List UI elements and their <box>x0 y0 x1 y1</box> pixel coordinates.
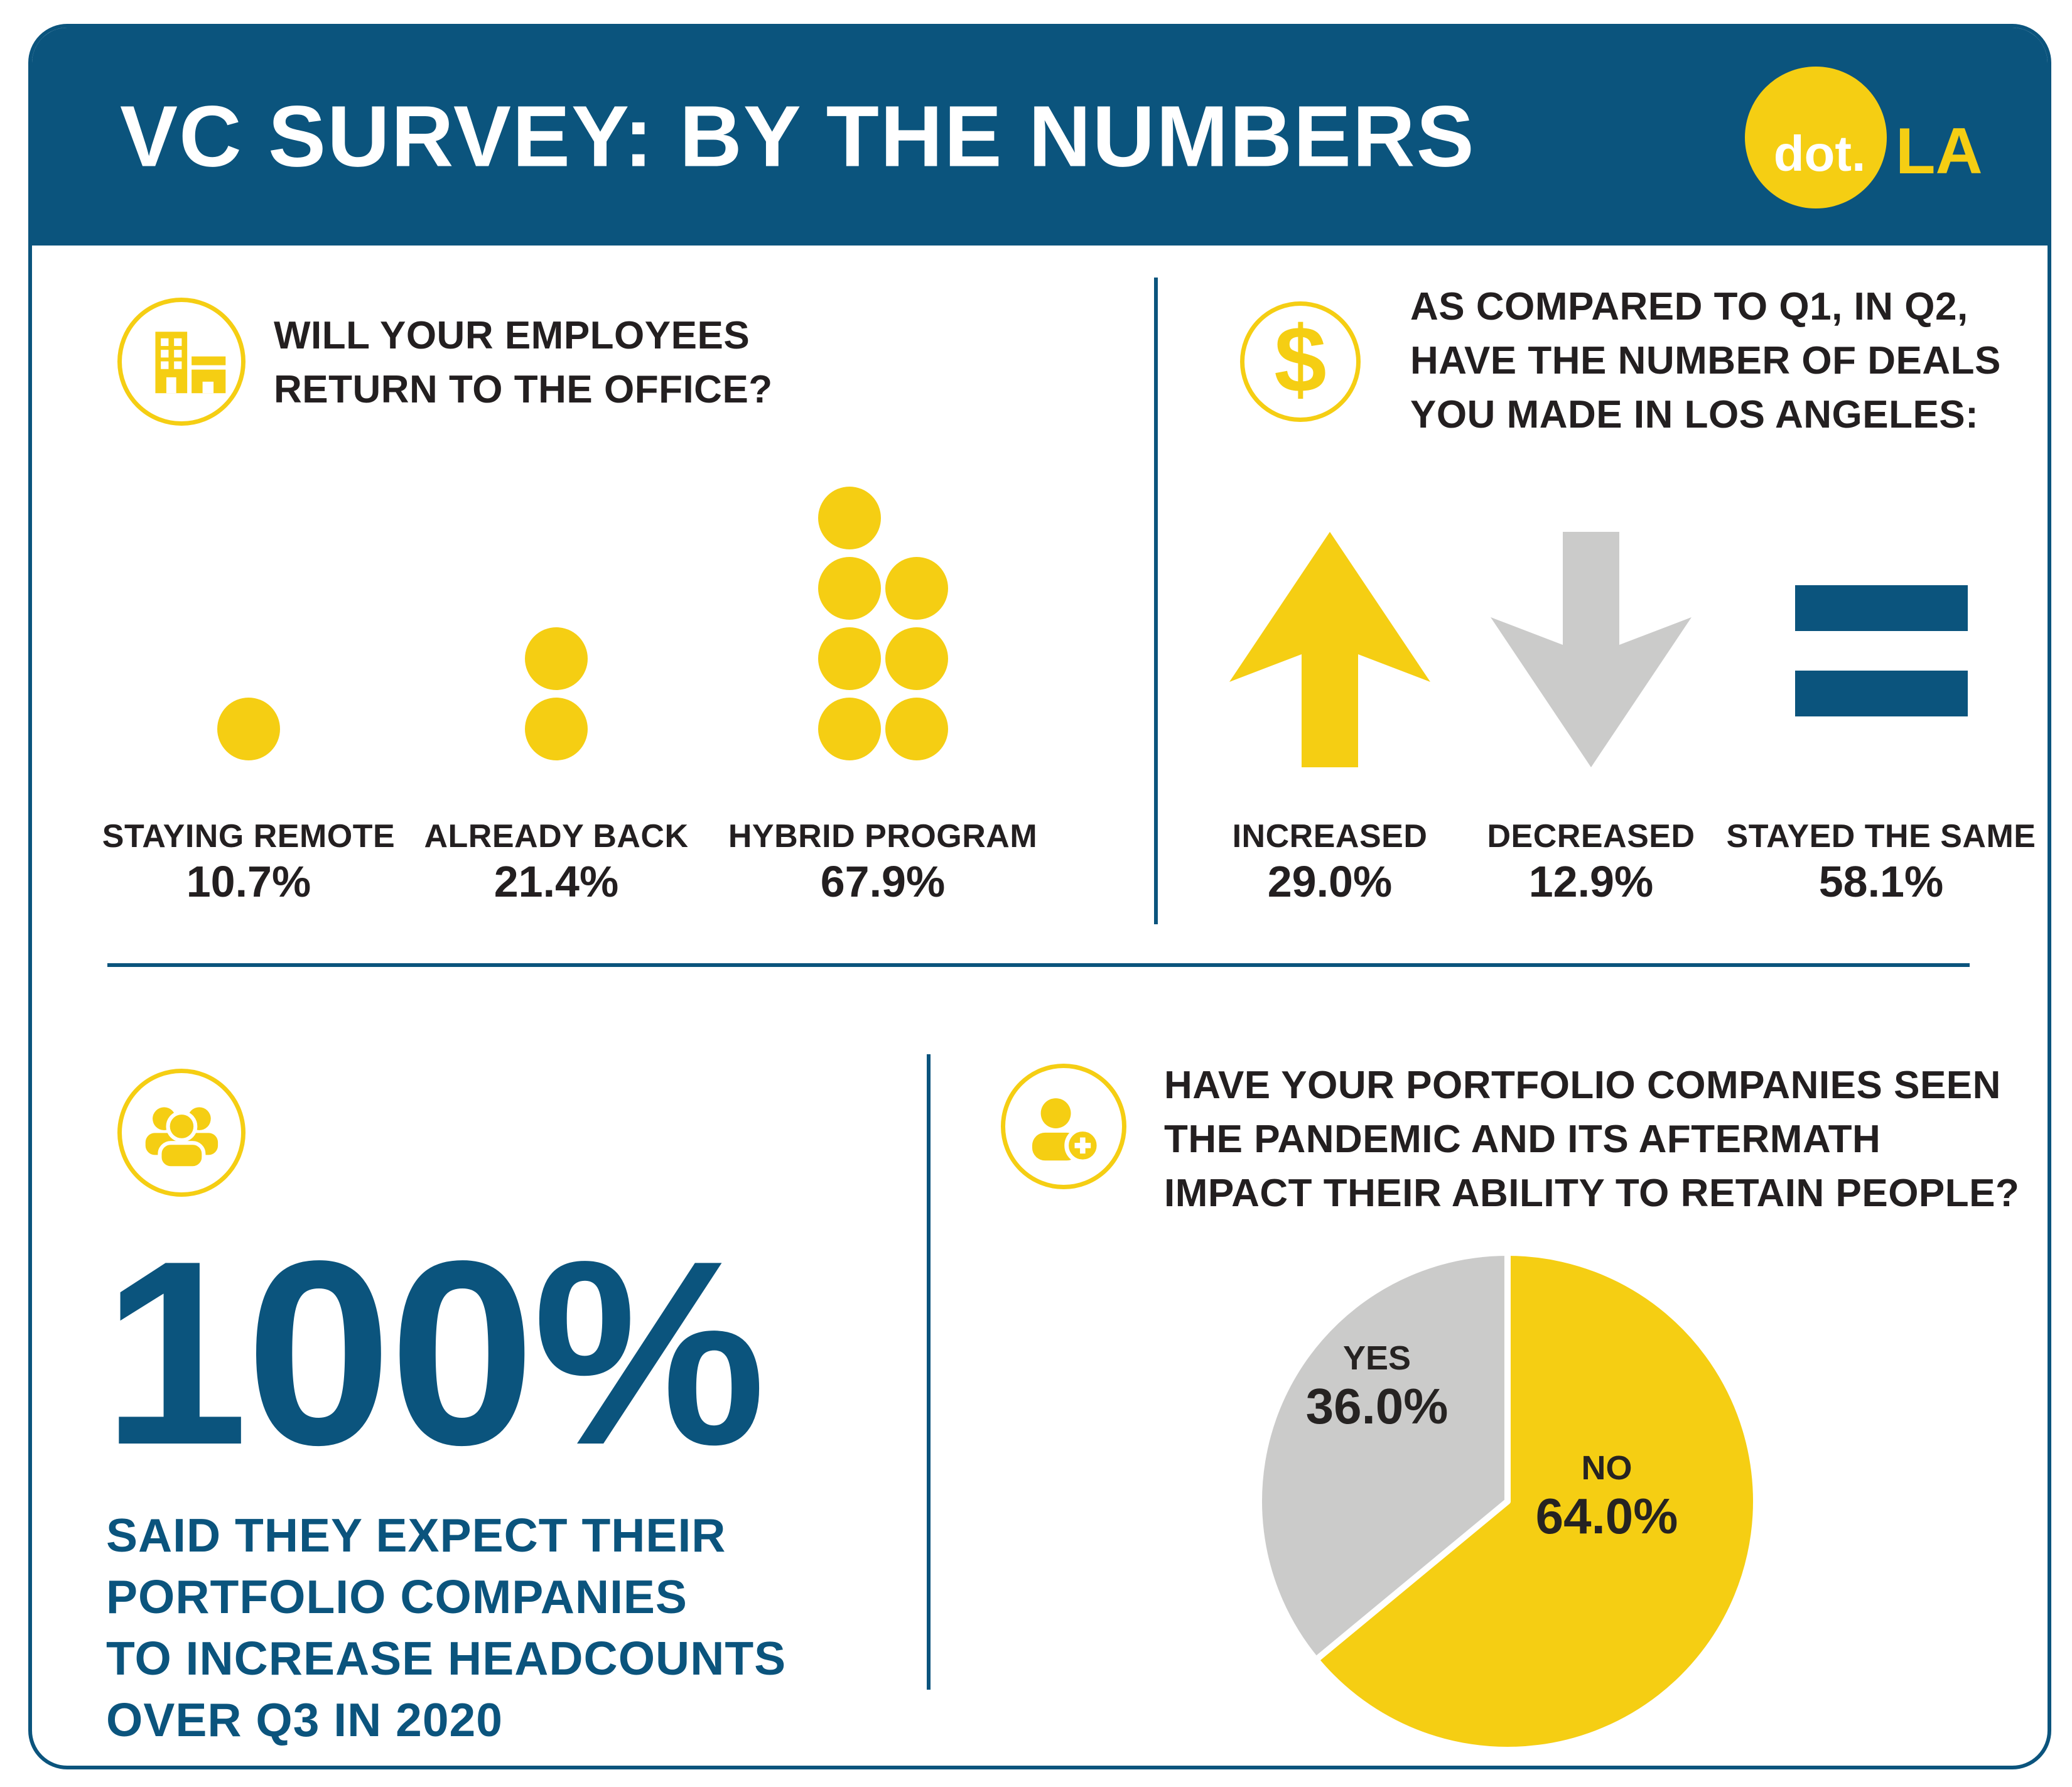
pictogram-dot <box>525 627 588 690</box>
category-label-hybrid-program: HYBRID PROGRAM <box>728 818 1038 855</box>
pie-slice-no <box>1312 1250 1759 1753</box>
category-value-increased: 29.0% <box>1267 857 1393 906</box>
equals-bar-bottom <box>1795 671 1968 716</box>
question-line: HAVE THE NUMBER OF DEALS <box>1410 339 2001 382</box>
question-line: HAVE YOUR PORTFOLIO COMPANIES SEEN <box>1164 1064 2001 1107</box>
question-line: WILL YOUR EMPLOYEES <box>274 314 750 357</box>
headcount-stat-value: 100% <box>102 1206 766 1499</box>
page-title: VC SURVEY: BY THE NUMBERS <box>120 88 1476 185</box>
deals-question: AS COMPARED TO Q1, IN Q2, HAVE THE NUMBE… <box>1410 280 2001 442</box>
question-line: AS COMPARED TO Q1, IN Q2, <box>1410 285 1968 328</box>
category-label-staying-remote: STAYING REMOTE <box>102 818 396 855</box>
dotla-logo: dot. LA <box>1745 67 1983 208</box>
dot-column <box>525 627 588 760</box>
category-label-decreased: DECREASED <box>1487 818 1695 855</box>
pictogram-dot <box>885 557 948 620</box>
category-value-hybrid-program: 67.9% <box>820 857 946 906</box>
retention-question: HAVE YOUR PORTFOLIO COMPANIES SEEN THE P… <box>1164 1059 2019 1221</box>
pictogram-dot <box>217 698 280 760</box>
category-label-stayed-same: STAYED THE SAME <box>1726 818 2036 855</box>
category-value-decreased: 12.9% <box>1528 857 1654 906</box>
header-bar: VC SURVEY: BY THE NUMBERS dot. LA <box>32 28 2048 246</box>
pie-value-no: 64.0% <box>1535 1488 1678 1544</box>
question-line: RETURN TO THE OFFICE? <box>274 368 773 411</box>
category-value-stayed-same: 58.1% <box>1818 857 1944 906</box>
people-icon-glyph <box>145 1106 218 1170</box>
category-label-increased: INCREASED <box>1232 818 1428 855</box>
question-line: IMPACT THEIR ABILITY TO RETAIN PEOPLE? <box>1164 1172 2020 1215</box>
office-return-question: WILL YOUR EMPLOYEES RETURN TO THE OFFICE… <box>274 309 773 417</box>
retention-pie-chart <box>1256 1250 1759 1753</box>
logo-la-text: LA <box>1896 114 1983 188</box>
divider-vertical-top <box>1154 278 1158 924</box>
headcount-stat-description: SAID THEY EXPECT THEIR PORTFOLIO COMPANI… <box>106 1504 786 1751</box>
pictogram-dot <box>817 557 881 620</box>
dotla-logo-circle-icon: dot. <box>1745 67 1887 208</box>
building-icon-glyph <box>155 331 225 393</box>
description-line: PORTFOLIO COMPANIES <box>106 1570 688 1623</box>
pie-value-yes: 36.0% <box>1305 1378 1449 1434</box>
equals-icon <box>1795 585 1968 716</box>
down-arrow-glyph <box>1491 532 1692 767</box>
pictogram-dot <box>817 487 881 549</box>
pictogram-dot <box>525 698 588 760</box>
dot-chart-hybrid-program <box>688 487 1077 760</box>
pie-slice-yes <box>1256 1250 1511 1663</box>
dollar-icon-glyph: $ <box>1274 306 1327 412</box>
description-line: OVER Q3 IN 2020 <box>106 1693 503 1746</box>
pictogram-dot <box>885 698 948 760</box>
dollar-icon: $ <box>1240 301 1361 422</box>
divider-horizontal <box>107 963 1970 967</box>
category-value-already-back: 21.4% <box>494 857 619 906</box>
person-plus-icon-glyph <box>1032 1098 1101 1164</box>
infographic-card: VC SURVEY: BY THE NUMBERS dot. LA <box>28 24 2051 1769</box>
category-label-already-back: ALREADY BACK <box>424 818 689 855</box>
category-value-staying-remote: 10.7% <box>186 857 311 906</box>
dot-column <box>217 698 280 760</box>
dot-chart-already-back <box>362 489 751 760</box>
pictogram-dot <box>817 698 881 760</box>
up-arrow-glyph <box>1229 532 1430 767</box>
pie-label-yes: YES <box>1342 1339 1411 1377</box>
equals-bar-top <box>1795 585 1968 631</box>
pictogram-dot <box>817 627 881 690</box>
person-plus-icon <box>1001 1064 1126 1189</box>
down-arrow-icon <box>1491 532 1692 770</box>
dot-column <box>885 557 948 760</box>
people-icon <box>117 1069 246 1197</box>
description-line: TO INCREASE HEADCOUNTS <box>106 1632 787 1685</box>
question-line: YOU MADE IN LOS ANGELES: <box>1410 393 1979 436</box>
dot-column <box>817 487 881 760</box>
question-line: THE PANDEMIC AND ITS AFTERMATH <box>1164 1118 1881 1161</box>
divider-vertical-bottom <box>927 1054 931 1690</box>
up-arrow-icon <box>1229 532 1430 770</box>
building-icon <box>117 298 246 426</box>
pie-label-no: NO <box>1581 1449 1632 1487</box>
logo-dot-text: dot. <box>1773 126 1866 181</box>
dot-chart-staying-remote <box>54 489 443 760</box>
description-line: SAID THEY EXPECT THEIR <box>106 1509 726 1562</box>
pictogram-dot <box>885 627 948 690</box>
